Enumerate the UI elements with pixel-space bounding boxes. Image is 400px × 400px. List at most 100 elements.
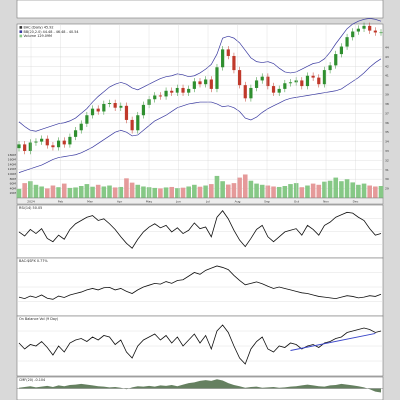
candle-body [351, 31, 355, 38]
volume-bar [50, 185, 56, 198]
candle-body [294, 80, 298, 83]
legend-swatch-line-icon [19, 30, 23, 33]
candle-body [283, 83, 287, 89]
candle-body [368, 25, 372, 31]
ratio-panel: BAC:$SPX 0.77% [16, 257, 384, 317]
volume-bar [44, 188, 50, 198]
bollinger-upper-line [18, 18, 382, 132]
candle-body [170, 90, 174, 93]
rsi-panel: RSI(14) 50.05 [16, 204, 384, 259]
rsi_panel-legend-label: RSI(14) 50.05 [19, 206, 42, 210]
price-tick-label: 41 [385, 74, 389, 78]
candle-body [249, 87, 253, 99]
candle-body [124, 105, 129, 120]
price-tick-label: 31 [385, 168, 389, 172]
date-tick-label: Oct [294, 200, 300, 204]
price-legend-box [18, 25, 84, 39]
candle-body [23, 144, 27, 151]
top-strip-background [16, 0, 384, 19]
legend-swatch-bar-icon [19, 34, 23, 38]
volume-tick-label: 120M [8, 167, 17, 171]
price-tick-label: 35 [385, 130, 389, 134]
volume-bar [288, 184, 293, 198]
candle-body [34, 141, 38, 143]
volume-bar [141, 186, 146, 198]
date-tick-label: Mar [87, 200, 93, 204]
volume-bar [248, 180, 254, 198]
candle-body [158, 95, 163, 97]
rsi_panel-line [18, 210, 382, 249]
cmf-panel: CMF(20) -0.104 [16, 376, 384, 400]
date-tick-label: Jul [205, 200, 210, 204]
volume-bar [225, 184, 231, 198]
volume-tick-label: 80M [10, 177, 17, 181]
volume-bar [316, 184, 322, 198]
candle-body [62, 140, 66, 145]
candle-body [51, 145, 55, 148]
volume-bar [56, 187, 61, 198]
date-tick-label: Aug [235, 200, 241, 204]
volume-bar [16, 188, 22, 198]
candle-body [102, 103, 106, 112]
candle-body [237, 70, 242, 86]
volume-bar [242, 174, 248, 198]
candle-body [90, 108, 95, 116]
volume-tick-label: 140M [8, 162, 17, 166]
candle-body [175, 87, 179, 93]
volume-bar [203, 185, 208, 198]
candle-body [322, 70, 327, 85]
cmf-area [19, 379, 381, 393]
date-tick-label: Feb [58, 200, 63, 204]
volume-bar [186, 186, 191, 198]
candle-body [215, 67, 219, 89]
volume-bar [254, 183, 259, 198]
price-tick-label: 29 [385, 187, 389, 191]
candle-body [271, 86, 276, 93]
volume-bar [373, 186, 378, 198]
volume-bar [361, 183, 367, 198]
price-tick-label: 34 [385, 140, 389, 144]
volume-bar [124, 178, 129, 198]
candle-body [28, 142, 32, 151]
price-tick-label: 32 [385, 158, 389, 162]
candle-body [362, 25, 366, 29]
volume-tick-label: 160M [8, 158, 17, 162]
price-tick-label: 38 [385, 102, 389, 106]
price-tick-label: 39 [385, 93, 389, 97]
price-tick-label: 40 [385, 83, 389, 87]
volume-bar [158, 188, 163, 198]
candle-body [79, 123, 83, 131]
ratio_panel-line [18, 265, 382, 300]
volume-bar [367, 185, 372, 198]
obv_panel-legend-label: On Balance Vol (9 Day) [19, 317, 59, 321]
price-legend-label: Volume 129.09M [24, 34, 53, 38]
candle-body [379, 32, 383, 34]
volume-bar [118, 186, 124, 198]
volume-bar [95, 184, 101, 198]
candle-body [277, 88, 281, 93]
volume-bar [67, 187, 73, 198]
candle-body [198, 81, 202, 85]
volume-bar [299, 187, 305, 198]
date-tick-label: Sep [264, 200, 270, 204]
volume-bar [175, 188, 180, 198]
volume-bar [344, 179, 350, 198]
volume-tick-label: 40M [10, 186, 17, 190]
candle-body [85, 115, 89, 124]
candle-body [305, 75, 310, 87]
price-tick-label: 33 [385, 149, 389, 153]
candle-body [192, 81, 196, 89]
legend-swatch-square-icon [19, 26, 23, 29]
date-tick-label: 2024 [27, 200, 35, 204]
volume-bar [220, 181, 225, 198]
volume-bar [39, 186, 44, 198]
ratio_panel-legend-label: BAC:$SPX 0.77% [19, 259, 48, 263]
candle-body [45, 138, 49, 146]
candle-body [221, 49, 225, 68]
volume-bar [22, 183, 27, 198]
volume-bar [293, 183, 299, 198]
candle-body [317, 77, 321, 85]
price-tick-label: 44 [385, 46, 389, 50]
candle-body [40, 138, 44, 142]
